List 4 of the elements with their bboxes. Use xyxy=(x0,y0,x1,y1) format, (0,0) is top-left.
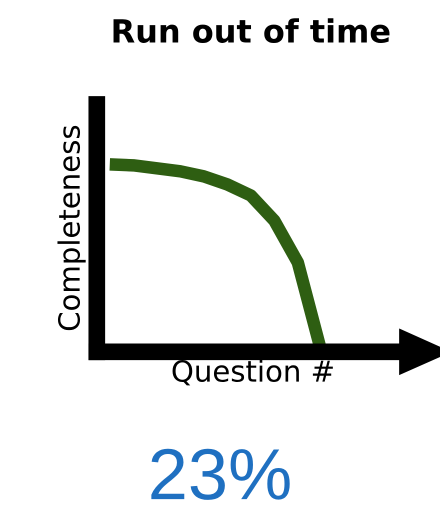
x-axis-title: Question # xyxy=(172,359,333,386)
chart-title: Run out of time xyxy=(114,18,390,43)
text: 23% xyxy=(151,448,290,500)
y-axis-title: Completeness xyxy=(57,126,86,330)
